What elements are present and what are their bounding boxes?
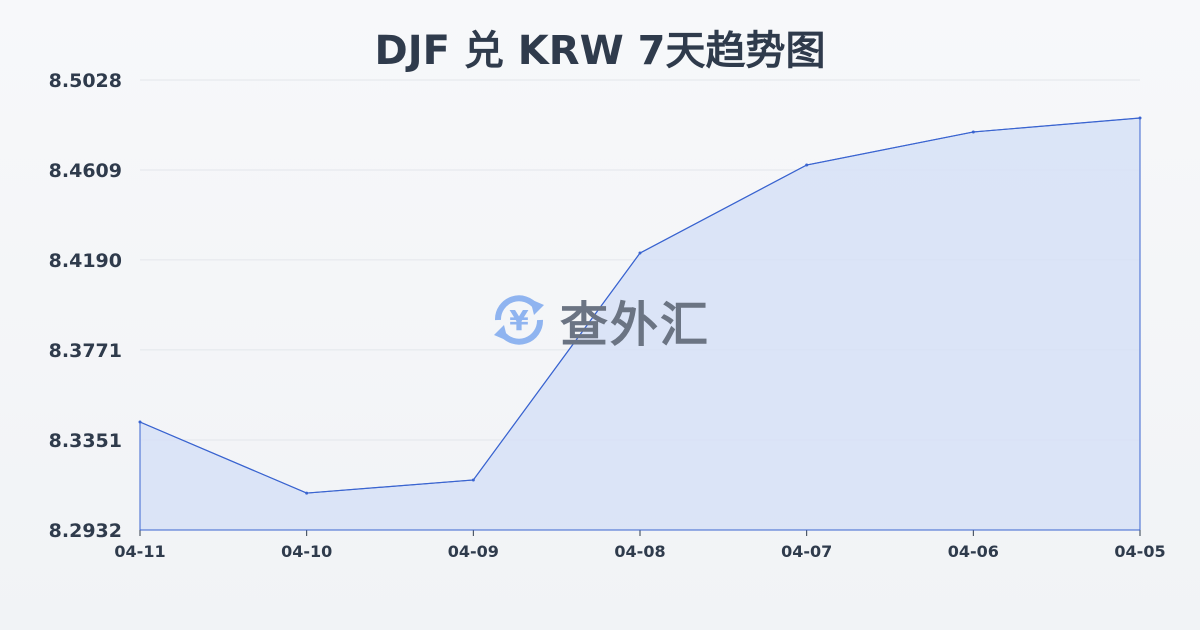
y-tick-label: 8.4609 bbox=[49, 160, 122, 182]
x-tick-label: 04-11 bbox=[114, 542, 165, 561]
y-tick-label: 8.2932 bbox=[49, 520, 122, 542]
data-point bbox=[471, 478, 475, 482]
chart-title: DJF 兑 KRW 7天趋势图 bbox=[374, 28, 826, 74]
watermark-text: 查外汇 bbox=[560, 297, 711, 353]
svg-text:¥: ¥ bbox=[509, 304, 529, 337]
x-tick-label: 04-07 bbox=[781, 542, 832, 561]
watermark: ¥ 查外汇 bbox=[488, 285, 710, 355]
x-tick-label: 04-06 bbox=[948, 542, 999, 561]
x-tick-label: 04-05 bbox=[1114, 542, 1165, 561]
yen-exchange-icon: ¥ bbox=[494, 295, 544, 345]
y-tick-label: 8.3771 bbox=[49, 340, 122, 362]
data-point bbox=[805, 163, 809, 167]
data-point bbox=[638, 251, 642, 255]
data-point bbox=[1138, 116, 1142, 120]
y-tick-label: 8.3351 bbox=[49, 430, 122, 452]
x-tick-label: 04-09 bbox=[448, 542, 499, 561]
y-tick-label: 8.4190 bbox=[49, 250, 122, 272]
x-tick-label: 04-10 bbox=[281, 542, 332, 561]
data-point bbox=[138, 420, 142, 424]
x-tick-label: 04-08 bbox=[614, 542, 665, 561]
data-point bbox=[971, 130, 975, 134]
data-point bbox=[305, 491, 309, 495]
y-tick-label: 8.5028 bbox=[49, 70, 122, 92]
